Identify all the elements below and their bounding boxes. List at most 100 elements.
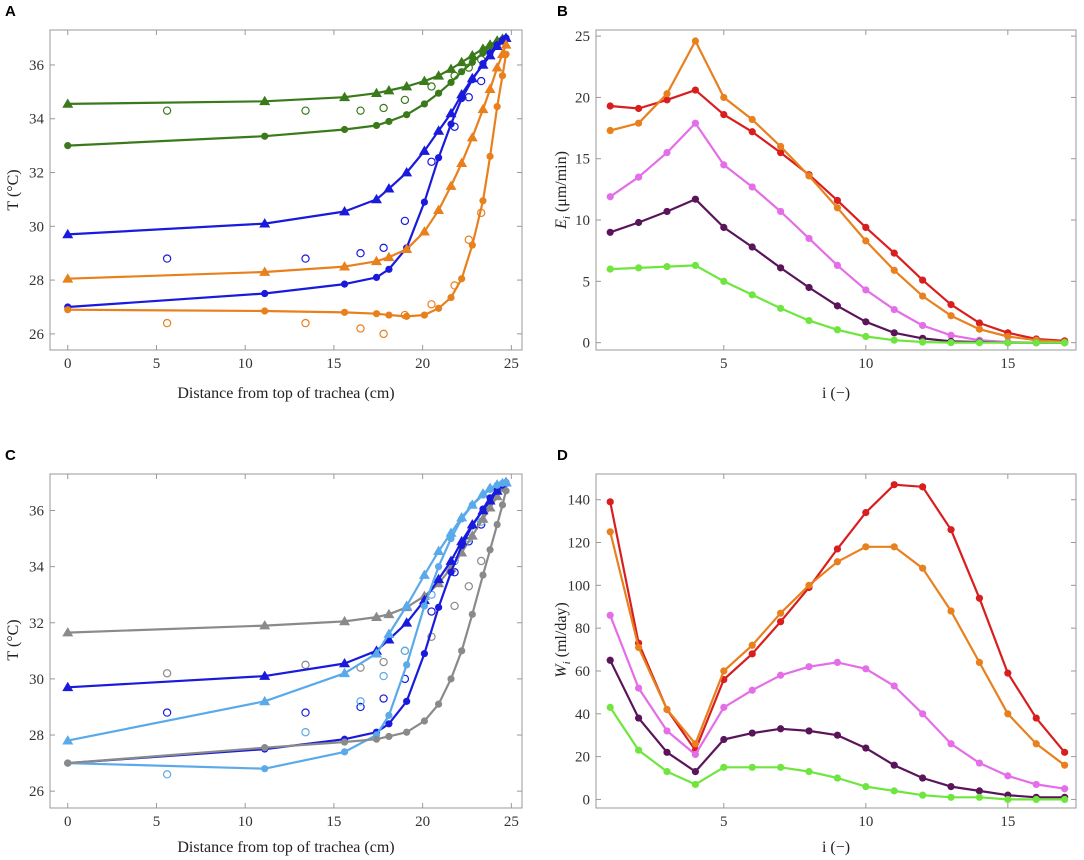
- series-point-pink: [805, 663, 813, 671]
- series-point-purple: [663, 748, 671, 756]
- series-point-pink: [833, 261, 842, 270]
- series-point-blue-triangles: [401, 167, 413, 177]
- series-point-orange: [635, 119, 643, 127]
- panel-c-xlabel: Distance from top of trachea (cm): [177, 839, 394, 856]
- series-point-red: [862, 223, 870, 231]
- series-point-pink: [1061, 785, 1069, 793]
- series-point-light-green: [720, 763, 728, 771]
- series-point-light-green: [833, 326, 842, 334]
- open-measurement-point: [356, 324, 365, 333]
- series-point-gray-triangles: [259, 620, 271, 630]
- open-measurement-point: [301, 728, 310, 737]
- series-point-blue-triangles: [383, 634, 395, 644]
- panel-d-ylabel-sub: i: [561, 661, 573, 664]
- series-point-purple: [635, 218, 643, 227]
- series-point-blue-circles: [502, 34, 510, 42]
- open-measurement-point: [356, 702, 365, 712]
- series-point-gray-circles: [372, 735, 381, 743]
- series-line-light-blue-circles: [67, 481, 507, 770]
- series-point-blue-circles: [486, 494, 494, 502]
- series-point-blue-triangles: [433, 573, 445, 584]
- x-tick-label: 10: [238, 814, 253, 830]
- series-point-gray-circles: [435, 700, 443, 708]
- open-measurement-point: [379, 694, 388, 703]
- y-tick-label: 100: [568, 578, 591, 594]
- series-point-orange-circles: [64, 306, 72, 314]
- series-point-pink: [862, 665, 870, 673]
- panel-d-xlabel: i (−): [822, 839, 850, 856]
- series-point-light-blue-circles: [435, 563, 443, 571]
- series-point-orange: [663, 90, 671, 98]
- series-point-purple: [975, 787, 984, 795]
- series-point-orange: [1061, 761, 1069, 769]
- y-tick-label: 25: [575, 29, 590, 45]
- series-point-purple: [805, 283, 813, 292]
- series-point-green-circles: [486, 42, 494, 50]
- series-point-light-blue-triangles: [62, 735, 74, 745]
- panel-c-frame: [49, 473, 523, 809]
- series-point-light-blue-circles: [468, 501, 476, 509]
- panel-d-ylabel-rest: (ml/day): [553, 602, 570, 661]
- series-point-orange: [691, 740, 700, 748]
- series-point-green-circles: [447, 78, 455, 87]
- series-point-purple: [606, 656, 614, 664]
- open-measurement-point: [356, 697, 365, 706]
- series-point-red: [919, 276, 927, 284]
- series-point-green-circles: [420, 100, 429, 108]
- y-tick-label: 15: [575, 152, 590, 168]
- series-point-orange: [606, 126, 614, 135]
- series-point-purple: [862, 318, 870, 326]
- series-point-pink: [777, 207, 785, 216]
- series-point-gray-circles: [420, 717, 429, 725]
- series-point-orange-circles: [458, 275, 466, 283]
- open-measurement-point: [464, 582, 473, 591]
- open-measurement-point: [427, 300, 436, 309]
- series-point-pink: [606, 611, 614, 619]
- panel-b-ticks: 5 10 15 0 5 10 15 20 25: [575, 29, 1076, 372]
- series-line-orange-circles: [67, 54, 508, 318]
- open-measurement-point: [301, 660, 310, 670]
- series-point-blue-triangles: [259, 670, 271, 680]
- open-measurement-point: [301, 106, 310, 115]
- open-measurement-point: [427, 157, 436, 166]
- x-tick-label: 10: [858, 356, 873, 372]
- series-point-light-green: [919, 338, 927, 346]
- series-point-orange: [890, 266, 898, 274]
- series-point-light-green: [947, 339, 955, 347]
- series-point-gray-triangles: [370, 611, 382, 621]
- panel-b-ylabel-rest: (μm/min): [553, 151, 570, 216]
- series-point-purple: [720, 735, 728, 744]
- series-point-pink: [663, 149, 671, 157]
- panel-c-ylabel: T (°C): [5, 619, 22, 660]
- open-measurement-point: [162, 669, 172, 678]
- series-point-light-green: [606, 265, 614, 273]
- series-point-orange: [862, 237, 870, 245]
- x-tick-label: 5: [153, 356, 161, 372]
- open-measurement-point: [356, 248, 365, 258]
- series-point-light-blue-triangles: [259, 695, 271, 706]
- series-point-blue-circles: [385, 265, 393, 273]
- series-point-purple: [663, 207, 671, 216]
- series-point-orange-circles: [447, 293, 455, 302]
- series-point-red: [777, 618, 785, 626]
- panel-d-series: [606, 481, 1069, 804]
- series-point-purple: [606, 228, 614, 236]
- series-point-light-green: [1004, 339, 1012, 347]
- series-point-pink: [748, 686, 756, 694]
- series-point-green-circles: [479, 49, 487, 57]
- series-point-gray-triangles: [477, 513, 489, 523]
- series-point-red: [1004, 669, 1012, 677]
- series-line-red: [609, 483, 1066, 754]
- open-measurement-point: [379, 329, 388, 339]
- y-tick-label: 5: [583, 274, 591, 290]
- panel-b-series: [606, 37, 1069, 347]
- series-line-orange-triangles: [67, 44, 508, 280]
- series-point-red: [606, 102, 614, 110]
- series-point-orange: [947, 607, 955, 615]
- series-point-light-blue-triangles: [401, 600, 413, 610]
- series-point-red: [748, 128, 756, 136]
- series-point-orange-circles: [493, 103, 501, 111]
- series-point-pink: [691, 750, 700, 759]
- series-point-green-triangles: [62, 98, 74, 108]
- open-measurement-point: [427, 82, 436, 91]
